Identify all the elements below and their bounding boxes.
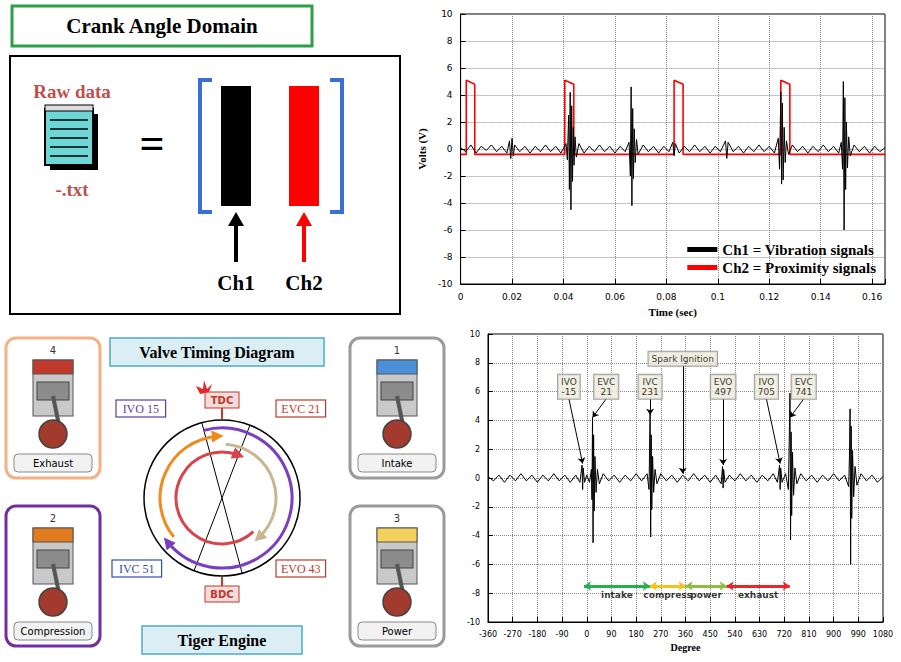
svg-text:4: 4 <box>50 345 56 356</box>
svg-text:EVC 21: EVC 21 <box>281 402 320 416</box>
svg-text:0: 0 <box>458 292 464 302</box>
svg-text:EVO 43: EVO 43 <box>281 562 321 576</box>
svg-text:8: 8 <box>475 358 480 367</box>
svg-text:Time (sec): Time (sec) <box>649 306 698 319</box>
svg-text:0: 0 <box>584 630 589 639</box>
svg-text:0.08: 0.08 <box>656 292 676 302</box>
svg-text:2: 2 <box>50 513 56 524</box>
svg-text:21: 21 <box>600 387 611 397</box>
svg-text:360: 360 <box>678 630 693 639</box>
svg-text:2: 2 <box>447 117 453 127</box>
svg-text:270: 270 <box>653 630 668 639</box>
svg-text:-8: -8 <box>472 589 480 598</box>
svg-text:705: 705 <box>758 387 775 397</box>
svg-text:4: 4 <box>475 416 480 425</box>
svg-text:-2: -2 <box>472 502 480 511</box>
svg-text:Ch2 = Proximity signals: Ch2 = Proximity signals <box>722 260 876 276</box>
svg-text:450: 450 <box>703 630 718 639</box>
svg-text:741: 741 <box>795 387 812 397</box>
svg-text:2: 2 <box>475 445 480 454</box>
svg-text:IVO: IVO <box>759 377 775 387</box>
svg-text:720: 720 <box>777 630 792 639</box>
svg-text:-15: -15 <box>562 387 577 397</box>
svg-text:10: 10 <box>441 9 453 19</box>
svg-text:-8: -8 <box>444 252 453 262</box>
svg-text:Raw data: Raw data <box>33 81 111 102</box>
svg-text:-90: -90 <box>556 630 569 639</box>
svg-text:exhaust: exhaust <box>738 590 779 600</box>
svg-text:0: 0 <box>475 474 480 483</box>
svg-text:0.04: 0.04 <box>553 292 573 302</box>
svg-text:EVC: EVC <box>597 377 615 387</box>
svg-text:0.14: 0.14 <box>811 292 831 302</box>
svg-text:BDC: BDC <box>210 589 233 600</box>
svg-text:-270: -270 <box>504 630 522 639</box>
svg-text:497: 497 <box>714 387 731 397</box>
svg-text:6: 6 <box>475 387 480 396</box>
svg-text:0.16: 0.16 <box>862 292 882 302</box>
svg-text:power: power <box>690 590 722 600</box>
svg-text:90: 90 <box>606 630 616 639</box>
svg-text:231: 231 <box>642 387 659 397</box>
svg-text:-6: -6 <box>444 225 453 235</box>
svg-text:-2: -2 <box>444 171 453 181</box>
svg-text:0.06: 0.06 <box>605 292 625 302</box>
svg-text:0: 0 <box>447 144 453 154</box>
svg-text:Intake: Intake <box>382 458 413 469</box>
svg-text:Tiger Engine: Tiger Engine <box>178 632 267 650</box>
svg-text:1080: 1080 <box>873 630 893 639</box>
svg-text:Degree: Degree <box>671 642 701 653</box>
svg-text:Exhaust: Exhaust <box>33 458 73 469</box>
svg-text:IVO 15: IVO 15 <box>123 402 159 416</box>
svg-text:Valve Timing Diagram: Valve Timing Diagram <box>139 344 295 362</box>
svg-text:Ch2: Ch2 <box>285 271 322 295</box>
svg-text:0.1: 0.1 <box>711 292 725 302</box>
svg-text:1: 1 <box>394 345 400 356</box>
svg-text:EVC: EVC <box>795 377 813 387</box>
svg-text:compress: compress <box>643 590 692 600</box>
svg-text:3: 3 <box>394 513 400 524</box>
svg-text:-10: -10 <box>467 618 480 627</box>
svg-text:630: 630 <box>752 630 767 639</box>
svg-text:0.02: 0.02 <box>502 292 522 302</box>
svg-text:EVO: EVO <box>714 377 733 387</box>
svg-text:-4: -4 <box>472 531 480 540</box>
svg-text:10: 10 <box>470 330 480 339</box>
svg-text:Ch1 = Vibration signals: Ch1 = Vibration signals <box>722 242 874 258</box>
svg-text:-180: -180 <box>528 630 546 639</box>
svg-text:180: 180 <box>628 630 643 639</box>
svg-text:-4: -4 <box>444 198 453 208</box>
svg-text:-10: -10 <box>438 279 453 289</box>
svg-text:540: 540 <box>727 630 742 639</box>
svg-text:IVC 51: IVC 51 <box>119 562 155 576</box>
svg-text:810: 810 <box>801 630 816 639</box>
svg-text:-360: -360 <box>479 630 497 639</box>
svg-text:Volts (V): Volts (V) <box>416 128 429 170</box>
svg-text:4: 4 <box>447 90 453 100</box>
svg-text:intake: intake <box>601 590 633 600</box>
svg-text:Ch1: Ch1 <box>217 271 254 295</box>
svg-text:-.txt: -.txt <box>55 179 89 200</box>
svg-text:6: 6 <box>447 63 453 73</box>
svg-text:8: 8 <box>447 36 453 46</box>
svg-text:=: = <box>139 119 164 168</box>
svg-text:990: 990 <box>851 630 866 639</box>
svg-text:Power: Power <box>382 626 413 637</box>
svg-text:900: 900 <box>826 630 841 639</box>
svg-text:-6: -6 <box>472 560 480 569</box>
svg-text:0.12: 0.12 <box>759 292 779 302</box>
svg-text:IVC: IVC <box>643 377 658 387</box>
svg-text:Spark Ignition: Spark Ignition <box>651 354 714 364</box>
svg-text:Compression: Compression <box>21 626 86 637</box>
svg-text:IVO: IVO <box>561 377 577 387</box>
svg-text:Crank Angle Domain: Crank Angle Domain <box>66 14 258 38</box>
svg-text:TDC: TDC <box>211 395 233 406</box>
